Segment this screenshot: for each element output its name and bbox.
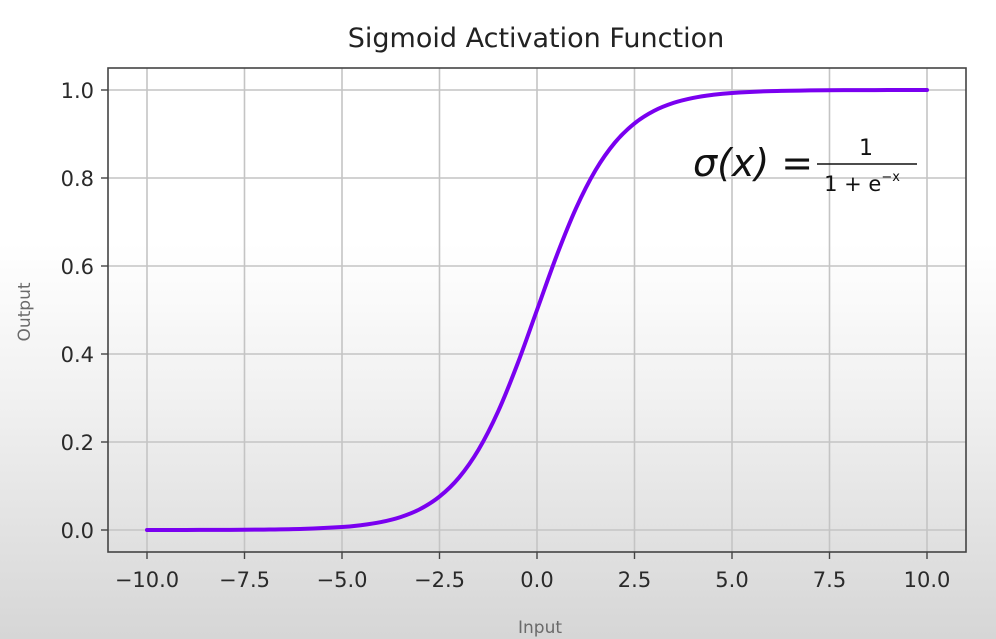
x-tick-label: 2.5 <box>618 568 651 592</box>
chart-title: Sigmoid Activation Function <box>348 23 724 54</box>
formula-lhs: σ(x) = <box>693 141 813 185</box>
y-axis-ticks: 0.0 0.2 0.4 0.6 0.8 1.0 <box>61 79 108 543</box>
y-axis-label: Output <box>15 282 35 341</box>
x-tick-label: −7.5 <box>219 568 270 592</box>
x-tick-label: 7.5 <box>813 568 846 592</box>
x-tick-label: 5.0 <box>715 568 748 592</box>
formula-numerator: 1 <box>859 136 873 161</box>
y-tick-label: 0.8 <box>61 167 94 191</box>
y-tick-label: 0.6 <box>61 255 94 279</box>
grid-lines <box>108 68 966 552</box>
x-tick-label: 10.0 <box>904 568 951 592</box>
x-tick-label: −5.0 <box>317 568 368 592</box>
series-layer <box>145 88 929 532</box>
x-tick-label: 0.0 <box>520 568 553 592</box>
formula-denominator-exponent: −x <box>881 170 900 185</box>
y-tick-label: 1.0 <box>61 79 94 103</box>
formula-denominator-base: 1 + e <box>824 172 881 196</box>
x-axis-ticks: −10.0 −7.5 −5.0 −2.5 0.0 2.5 5.0 7.5 10.0 <box>115 552 951 592</box>
y-tick-label: 0.2 <box>61 431 94 455</box>
x-axis-label: Input <box>518 618 562 638</box>
x-tick-label: −2.5 <box>414 568 465 592</box>
x-tick-label: −10.0 <box>115 568 179 592</box>
series-line-0 <box>145 88 929 532</box>
sigmoid-formula: σ(x) = 1 1 + e−x <box>693 136 917 196</box>
y-tick-label: 0.4 <box>61 343 94 367</box>
y-tick-label: 0.0 <box>61 519 94 543</box>
formula-denominator: 1 + e−x <box>824 170 900 196</box>
